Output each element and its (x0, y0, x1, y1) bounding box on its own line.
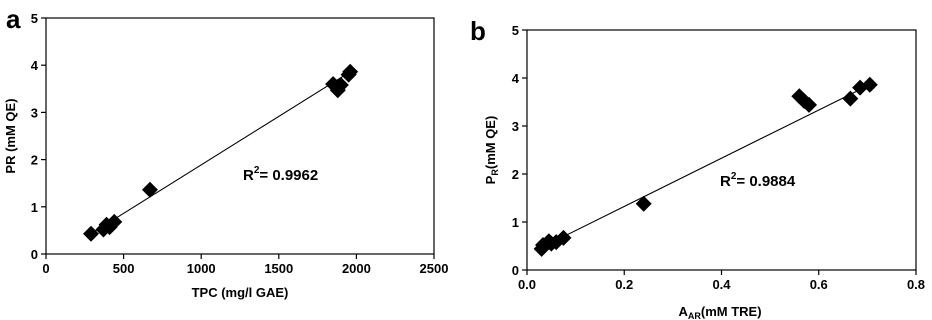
data-point-b (861, 76, 878, 93)
x-tick-label-a: 0 (42, 261, 49, 276)
trendline-b (541, 84, 871, 248)
y-tick-label-b: 5 (512, 23, 519, 38)
x-tick-label-b: 0.4 (712, 277, 731, 292)
data-point-a (106, 213, 123, 230)
plot-frame-b (526, 29, 917, 271)
y-axis-label-b: PR(mM QE) (483, 116, 500, 185)
r2-annotation-b: R2= 0.9884 (720, 171, 796, 190)
x-tick-label-b: 0.8 (907, 277, 925, 292)
x-tick-label-a: 1500 (264, 261, 293, 276)
y-tick-label-b: 1 (512, 215, 519, 230)
data-point-a (83, 225, 100, 242)
y-tick-label-a: 1 (31, 200, 38, 215)
panel-label-a: a (6, 4, 21, 34)
y-tick-label-a: 5 (31, 11, 38, 26)
x-tick-label-a: 2000 (342, 261, 371, 276)
x-tick-label-b: 0.0 (518, 277, 536, 292)
data-point-a (141, 181, 158, 198)
x-axis-label-b: AAR(mM TRE) (678, 304, 761, 320)
y-axis-label-a: PR (mM QE) (3, 98, 18, 173)
x-tick-label-b: 0.6 (810, 277, 828, 292)
panel-label-b: b (470, 16, 486, 46)
x-tick-label-a: 2500 (420, 261, 449, 276)
data-point-b (635, 195, 652, 212)
y-tick-label-a: 0 (31, 247, 38, 262)
data-point-a (332, 77, 349, 94)
x-tick-label-a: 1000 (187, 261, 216, 276)
data-point-b (842, 90, 859, 107)
r2-annotation-a: R2= 0.9962 (243, 165, 318, 184)
x-tick-label-a: 500 (113, 261, 135, 276)
y-tick-label-b: 2 (512, 167, 519, 182)
y-tick-label-a: 2 (31, 153, 38, 168)
y-tick-label-b: 4 (512, 71, 520, 86)
data-point-a (342, 63, 359, 80)
y-tick-label-b: 0 (512, 263, 519, 278)
x-tick-label-b: 0.2 (615, 277, 633, 292)
plot-frame-a (45, 17, 435, 255)
data-point-b (801, 96, 818, 113)
chart-panel-b: b 0.0 0.2 0.4 0.6 0.8 0 1 2 3 4 5 R2= 0.9884 AAR(m… (470, 16, 925, 320)
data-point-b (555, 229, 572, 246)
x-axis-label-a: TPC (mg/l GAE) (192, 285, 289, 300)
y-tick-label-a: 3 (31, 105, 38, 120)
y-tick-label-b: 3 (512, 119, 519, 134)
y-tick-label-a: 4 (31, 58, 39, 73)
trendline-a (90, 71, 351, 235)
